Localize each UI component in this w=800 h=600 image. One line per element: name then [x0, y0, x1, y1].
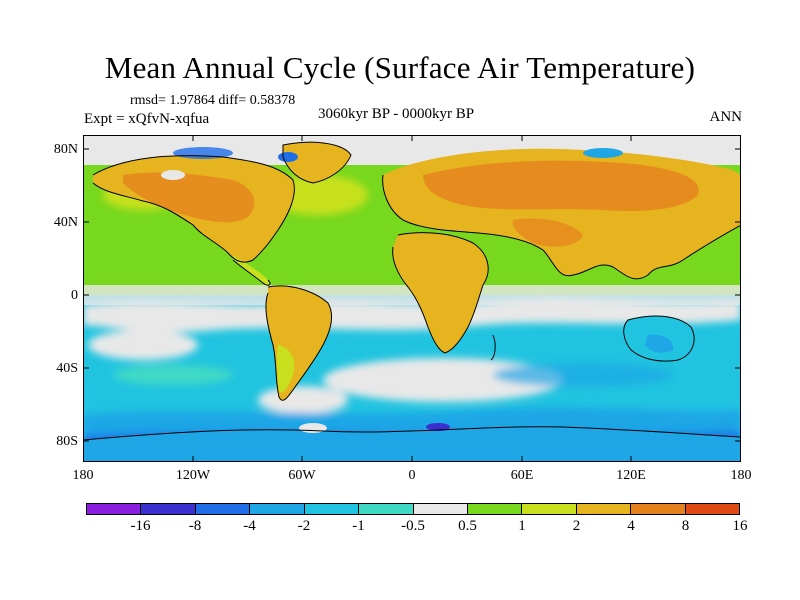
colorbar-label: -4	[243, 518, 256, 534]
antarctica	[83, 426, 741, 462]
season-label: ANN	[709, 109, 743, 125]
colorbar-swatch	[359, 504, 414, 514]
y-label-40s: 40S	[56, 361, 78, 376]
y-label-0: 0	[71, 288, 78, 303]
colorbar-swatch	[304, 504, 360, 514]
x-label-120e: 120E	[616, 468, 646, 483]
colorbar-label: 0.5	[458, 518, 477, 534]
colorbar-label: 16	[732, 518, 748, 534]
y-label-80n: 80N	[53, 142, 78, 157]
colorbar-label: 8	[681, 518, 690, 534]
colorbar-swatch	[685, 504, 740, 514]
colorbar-label: -1	[352, 518, 365, 534]
y-label-40n: 40N	[53, 215, 78, 230]
ticks	[83, 135, 741, 462]
colorbar-swatch	[467, 504, 523, 514]
period-label: 3060kyr BP - 0000kyr BP	[318, 106, 475, 122]
colorbar-swatch	[576, 504, 632, 514]
colorbar-label: -2	[297, 518, 311, 534]
x-label-180w: 180	[72, 468, 94, 483]
x-label-60e: 60E	[510, 468, 534, 483]
colorbar-swatch	[195, 504, 251, 514]
colorbar-swatch	[250, 504, 305, 514]
colorbar-label: -0.5	[401, 518, 425, 534]
colorbar-swatch	[522, 504, 577, 514]
experiment-label: Expt = xQfvN-xqfua	[84, 111, 210, 127]
colorbar-swatch	[631, 504, 686, 514]
colorbar-label: -16	[130, 518, 151, 534]
colorbar-swatch	[413, 504, 468, 514]
plot-title: Mean Annual Cycle (Surface Air Temperatu…	[104, 50, 696, 85]
greenland	[283, 142, 351, 183]
x-label-60w: 60W	[288, 468, 316, 483]
map-svg	[83, 135, 741, 462]
colorbar-swatch	[87, 504, 142, 514]
x-label-0: 0	[408, 468, 416, 483]
colorbar-label: 4	[627, 518, 635, 534]
coastlines	[83, 141, 741, 441]
stats-text: rmsd= 1.97864 diff= 0.58378	[130, 93, 296, 108]
x-label-180e: 180	[730, 468, 752, 483]
colorbar-label: -8	[188, 518, 202, 534]
colorbar-label: 2	[572, 518, 581, 534]
x-label-120w: 120W	[175, 468, 211, 483]
temperature-map	[83, 135, 741, 462]
colorbar	[86, 503, 740, 515]
colorbar-label: 1	[518, 518, 526, 534]
colorbar-swatch	[141, 504, 196, 514]
africa	[392, 232, 489, 353]
y-label-80s: 80S	[56, 434, 78, 449]
